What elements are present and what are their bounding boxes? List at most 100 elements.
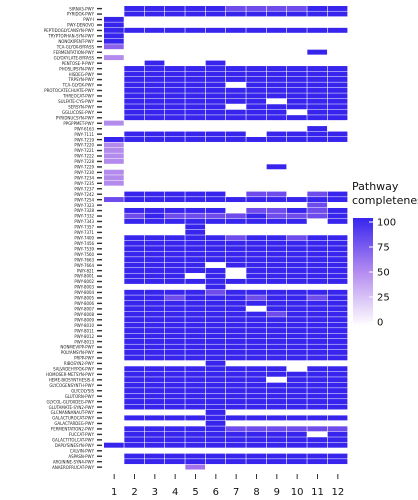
column-tick <box>174 474 176 479</box>
row-label: ARGININE-SYN4-PWY <box>53 459 95 465</box>
heatmap-cell <box>144 382 165 388</box>
heatmap-cell <box>124 355 145 361</box>
heatmap-cell <box>124 333 145 339</box>
heatmap-cell <box>246 268 267 273</box>
row-label: FERMENTATION-PWY <box>53 50 94 56</box>
row-tick <box>97 264 102 266</box>
column-tick <box>337 474 339 479</box>
heatmap-cell <box>266 104 287 110</box>
heatmap-cell <box>124 437 145 443</box>
row-tick <box>97 144 102 146</box>
heatmap-cell <box>287 273 307 279</box>
heatmap-cell <box>226 453 246 459</box>
row-tick <box>97 400 102 403</box>
heatmap-cell <box>327 191 348 197</box>
row-tick <box>97 275 102 277</box>
heatmap-cell <box>144 388 165 394</box>
row-label: PWY-8005 <box>74 296 94 302</box>
heatmap-cell <box>185 131 206 137</box>
row-label: GALACTARDEG-PWY <box>54 421 94 427</box>
heatmap-cell <box>144 262 165 268</box>
row-label: PWY-7220 <box>74 143 94 149</box>
heatmap-cell <box>124 322 145 328</box>
heatmap-cell <box>266 311 287 317</box>
heatmap-cell <box>327 262 348 268</box>
heatmap-cell <box>266 322 287 328</box>
heatmap-cell <box>185 27 206 33</box>
heatmap-cell <box>327 459 348 465</box>
heatmap-cell <box>124 131 145 137</box>
heatmap-cell <box>104 142 124 148</box>
heatmap-cell <box>226 371 246 377</box>
heatmap-cell <box>246 82 267 88</box>
heatmap-cell <box>266 366 287 372</box>
heatmap-cell <box>185 71 206 77</box>
heatmap-cell <box>144 399 165 404</box>
heatmap-cell <box>327 311 348 317</box>
heatmap-cell <box>205 104 226 110</box>
heatmap-cell <box>104 180 124 186</box>
row-tick <box>97 428 102 430</box>
row-tick <box>97 373 102 376</box>
heatmap-cell <box>327 453 348 459</box>
heatmap-cell <box>185 289 206 295</box>
heatmap-cell <box>205 131 226 137</box>
heatmap-cell <box>327 27 348 33</box>
heatmap-cell <box>327 371 348 377</box>
heatmap-cell <box>205 27 226 33</box>
heatmap-cell <box>226 355 246 361</box>
row-tick <box>97 171 102 174</box>
heatmap-cell <box>307 27 328 33</box>
row-tick <box>97 198 102 201</box>
heatmap-cell <box>307 278 328 284</box>
heatmap-cell <box>124 453 145 459</box>
heatmap-cell <box>226 344 246 350</box>
heatmap-cell <box>266 246 287 252</box>
heatmap-cell <box>246 251 267 257</box>
row-label: PWY-7400 <box>74 236 94 242</box>
heatmap-cell <box>246 388 267 394</box>
heatmap-cell <box>226 137 246 142</box>
heatmap-cell <box>287 98 307 104</box>
heatmap-cell <box>266 415 287 421</box>
heatmap-cell <box>185 98 206 104</box>
heatmap-cell <box>124 300 145 306</box>
heatmap-cell <box>307 344 328 350</box>
heatmap-cell <box>185 93 206 99</box>
heatmap-cell <box>287 87 307 93</box>
column-tick <box>134 474 135 479</box>
heatmap-cell <box>205 246 226 252</box>
heatmap-cell <box>144 366 165 372</box>
heatmap-cell <box>185 197 206 203</box>
heatmap-cell <box>246 115 267 121</box>
row-label: NONOXIPENT-PWY <box>58 39 94 45</box>
heatmap-cell <box>226 87 246 93</box>
heatmap-cell <box>185 278 206 284</box>
heatmap-cell <box>246 371 267 377</box>
heatmap-cell <box>266 197 287 203</box>
heatmap-cell <box>266 388 287 394</box>
heatmap-cell <box>226 235 246 241</box>
heatmap-cell <box>124 295 145 301</box>
heatmap-cell <box>307 213 328 219</box>
heatmap-cell <box>104 175 124 181</box>
row-label: GLYOXYLATE-BYPASS <box>54 55 95 61</box>
row-label: PHOSLIPSYN-PWY <box>59 66 94 72</box>
heatmap-cell <box>205 98 226 104</box>
heatmap-cell <box>226 399 246 404</box>
heatmap-cell <box>266 257 287 263</box>
heatmap-cell <box>246 328 267 334</box>
heatmap-cell <box>287 338 307 344</box>
row-tick <box>97 346 102 348</box>
row-tick <box>97 40 102 43</box>
heatmap-cell <box>144 322 165 328</box>
heatmap-cell <box>327 93 348 99</box>
heatmap-cell <box>287 382 307 388</box>
heatmap-cell <box>124 93 145 99</box>
heatmap-cell <box>185 87 206 93</box>
heatmap-cell <box>165 131 185 137</box>
heatmap-cell <box>124 459 145 465</box>
row-label: ASPASN-PWY <box>68 454 94 460</box>
heatmap-cell <box>246 93 267 99</box>
